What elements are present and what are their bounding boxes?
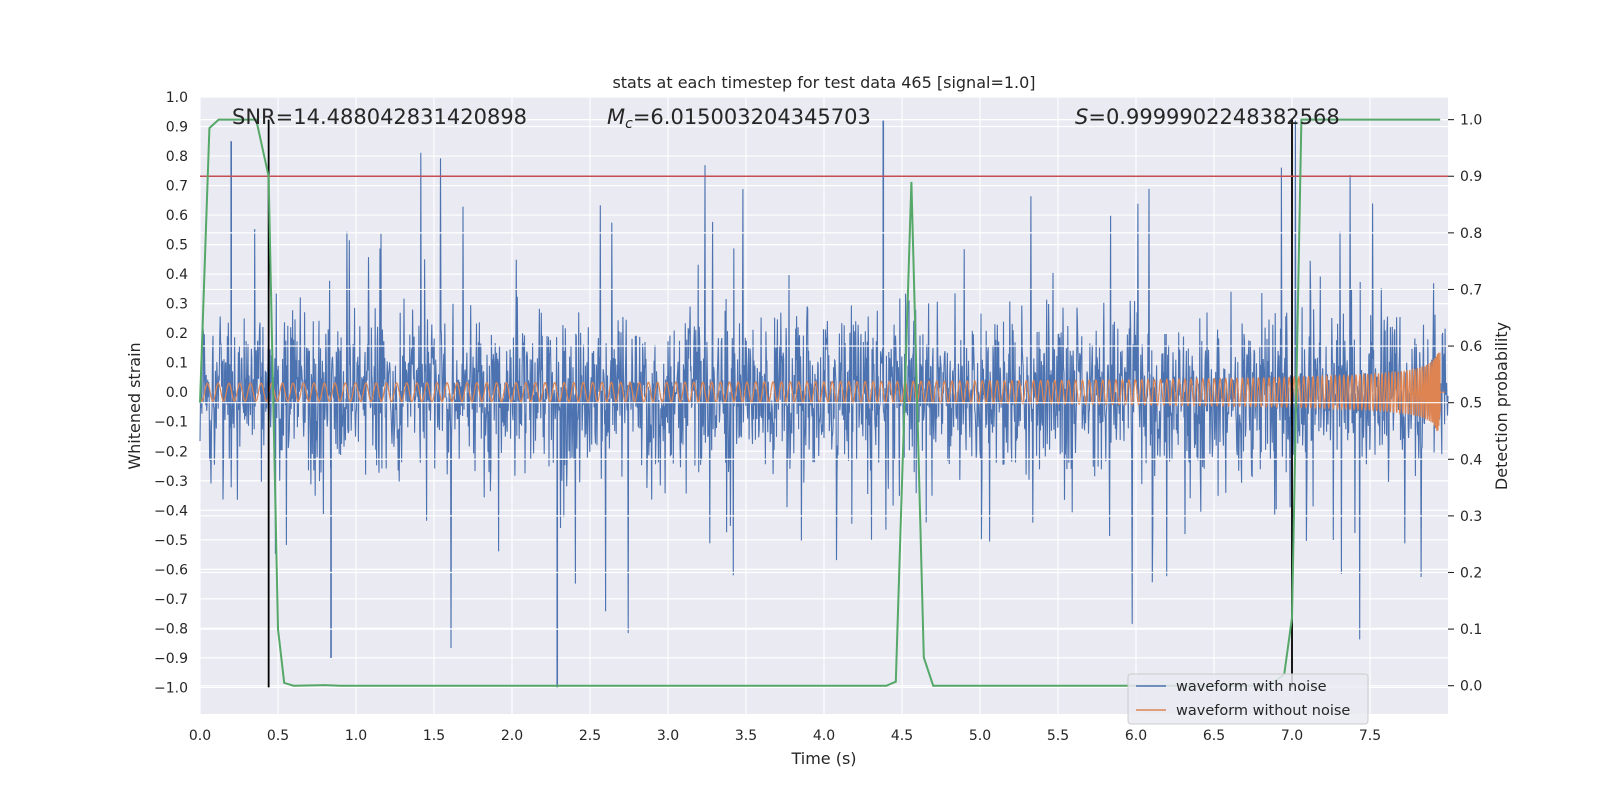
y-left-tick-label: −0.9 xyxy=(154,651,188,667)
chirp-mass-value: =6.015003204345703 xyxy=(633,105,871,129)
waveform-with-noise-series xyxy=(199,120,1449,688)
y-right-tick-label: 0.7 xyxy=(1460,282,1482,298)
score-annotation: S=0.9999902248382568 xyxy=(1075,105,1340,129)
y-left-tick-label: −0.4 xyxy=(154,503,188,519)
y-right-tick-label: 0.2 xyxy=(1460,565,1482,581)
y-left-tick-label: −0.8 xyxy=(154,621,188,637)
score-symbol: S xyxy=(1075,105,1088,129)
y-left-tick-label: 0.6 xyxy=(166,208,188,224)
y-left-tick-label: −0.2 xyxy=(154,444,188,460)
x-tick-label: 4.0 xyxy=(813,728,835,744)
x-tick-label: 0.5 xyxy=(267,728,289,744)
grid xyxy=(199,96,1448,714)
x-tick-label: 2.0 xyxy=(501,728,523,744)
y-left-tick-label: 1.0 xyxy=(166,90,188,106)
y-right-tick-label: 0.9 xyxy=(1460,169,1482,185)
y-left-tick-label: 0.5 xyxy=(166,238,188,254)
legend-label-waveform-without-noise: waveform without noise xyxy=(1176,703,1350,719)
chirp-mass-subscript: c xyxy=(625,116,633,132)
y-left-tick-label: 0.3 xyxy=(166,297,188,313)
y-left-tick-label: 0.8 xyxy=(166,149,188,165)
x-tick-label: 5.5 xyxy=(1047,728,1069,744)
x-tick-label: 7.5 xyxy=(1359,728,1381,744)
waveform-without-noise-series xyxy=(199,352,1445,432)
y-right-tick-label: 0.0 xyxy=(1460,679,1482,695)
x-tick-label: 7.0 xyxy=(1281,728,1303,744)
legend-label-waveform-with-noise: waveform with noise xyxy=(1176,679,1327,695)
y-left-tick-label: 0.7 xyxy=(166,179,188,195)
x-tick-label: 6.5 xyxy=(1203,728,1225,744)
chart-title: stats at each timestep for test data 465… xyxy=(612,73,1035,92)
x-tick-label: 1.5 xyxy=(423,728,445,744)
y-right-tick-label: 0.4 xyxy=(1460,452,1482,468)
y-left-tick-label: −0.1 xyxy=(154,415,188,431)
y-left-tick-label: 0.0 xyxy=(166,385,188,401)
y-left-tick-label: −0.3 xyxy=(154,474,188,490)
chirp-trace xyxy=(199,352,1445,432)
legend: waveform with noise waveform without noi… xyxy=(1127,673,1369,725)
y-right-tick-label: 0.8 xyxy=(1460,226,1482,242)
y-right-tick-label: 0.3 xyxy=(1460,509,1482,525)
x-tick-label: 0.0 xyxy=(189,728,211,744)
y-right-tick-label: 0.1 xyxy=(1460,622,1482,638)
legend-box xyxy=(1127,673,1369,725)
y-left-tick-label: 0.4 xyxy=(166,267,188,283)
snr-annotation: SNR=14.488042831420898 xyxy=(232,105,527,129)
y-left-tick-label: −0.6 xyxy=(154,562,188,578)
y-axis-label-left: Whitened strain xyxy=(125,342,144,469)
y-left-tick-label: 0.1 xyxy=(166,356,188,372)
noise-trace xyxy=(199,120,1449,649)
y-left-tick-label: 0.9 xyxy=(166,120,188,136)
x-tick-label: 1.0 xyxy=(345,728,367,744)
chirp-mass-symbol: M xyxy=(607,105,625,129)
x-tick-label: 3.0 xyxy=(657,728,679,744)
x-tick-label: 3.5 xyxy=(735,728,757,744)
x-tick-label: 2.5 xyxy=(579,728,601,744)
y-right-tick-label: 1.0 xyxy=(1460,113,1482,129)
y-right-tick-label: 0.6 xyxy=(1460,339,1482,355)
y-right-tick-label: 0.5 xyxy=(1460,396,1482,412)
y-axis-label-right: Detection probability xyxy=(1492,322,1511,490)
y-left-tick-label: −1.0 xyxy=(154,680,188,696)
x-tick-label: 5.0 xyxy=(969,728,991,744)
y-left-tick-label: −0.5 xyxy=(154,533,188,549)
axis-ticks: 0.0 0.5 1.0 1.5 2.0 2.5 3.0 3.5 4.0 4.5 5.0 5.5 6.0 6… xyxy=(154,90,1482,744)
y-left-tick-label: −0.7 xyxy=(154,592,188,608)
chirp-mass-annotation: Mc=6.015003204345703 xyxy=(607,105,871,132)
x-tick-label: 6.0 xyxy=(1125,728,1147,744)
x-tick-label: 4.5 xyxy=(891,728,913,744)
score-value: =0.9999902248382568 xyxy=(1088,105,1339,129)
y-left-tick-label: 0.2 xyxy=(166,326,188,342)
x-axis-label: Time (s) xyxy=(790,749,856,768)
